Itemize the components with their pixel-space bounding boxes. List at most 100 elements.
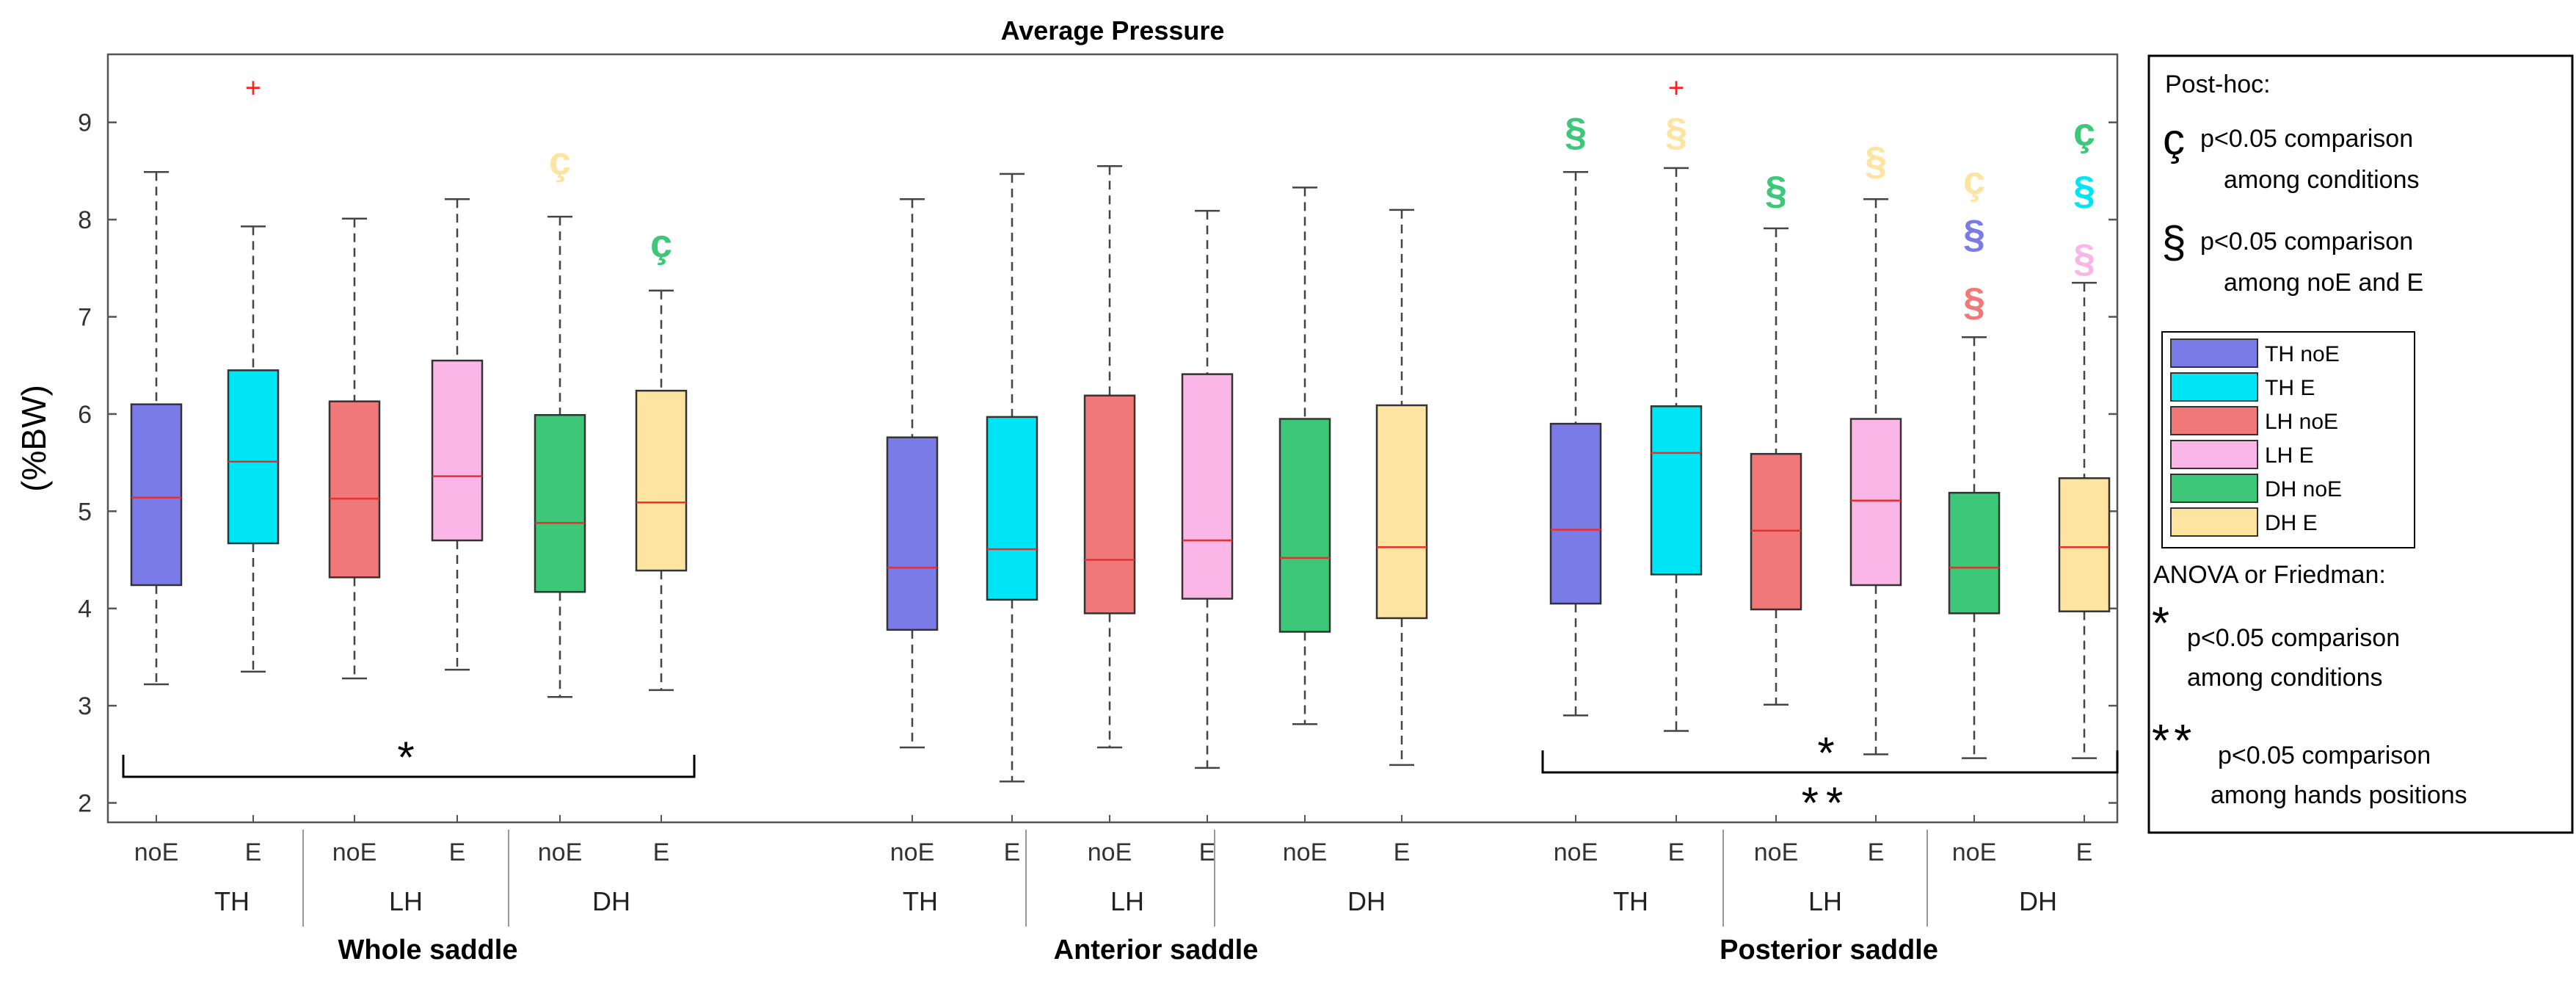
legend-symbol: ç: [2163, 115, 2185, 164]
box-th-noe: [886, 436, 939, 631]
hand-label: DH: [592, 886, 630, 916]
legend-star-text: p<0.05 comparison: [2187, 624, 2400, 652]
box-dh-e: [635, 389, 688, 572]
significance-mark: §: [1565, 110, 1587, 154]
hand-label: DH: [1347, 886, 1386, 916]
box-dh-noe: [1948, 491, 2001, 615]
hand-label: LH: [389, 886, 423, 916]
legend-series-label: DH E: [2265, 511, 2318, 535]
legend-symbol-text: p<0.05 comparison: [2200, 125, 2413, 153]
group-title: Posterior saddle: [1720, 935, 1938, 966]
legend-symbol: §: [2161, 217, 2186, 267]
legend-star-symbol: **: [2152, 716, 2196, 767]
box-th-e: [1650, 405, 1703, 576]
x-tick-label: noE: [890, 838, 935, 866]
legend-series-label: LH noE: [2265, 410, 2338, 434]
x-tick-label: E: [245, 838, 262, 866]
y-tick-label: 7: [78, 303, 92, 331]
hand-label: LH: [1110, 886, 1144, 916]
box-dh-noe: [534, 413, 586, 593]
y-axis-label: (%BW): [15, 385, 53, 492]
significance-mark: §: [1865, 140, 1887, 184]
box-lh-noe: [1083, 394, 1136, 615]
significance-double-star: **: [1802, 778, 1851, 827]
legend-star-symbol: *: [2152, 598, 2174, 649]
y-tick-label: 2: [78, 790, 92, 818]
box-lh-noe: [1750, 452, 1802, 611]
y-tick-label: 5: [78, 498, 92, 526]
significance-mark: §: [2073, 168, 2095, 212]
legend-star-text: p<0.05 comparison: [2218, 742, 2431, 769]
plot-frame: [106, 53, 2119, 824]
significance-star: *: [397, 733, 414, 782]
x-tick-label: noE: [538, 838, 583, 866]
y-tick-label: 8: [78, 206, 92, 234]
box-dh-e: [2058, 477, 2111, 612]
legend-swatch-dh-noe: [2170, 474, 2258, 503]
outlier-marker: +: [245, 73, 261, 104]
box-dh-e: [1375, 404, 1428, 620]
significance-mark: ç: [1963, 159, 1985, 203]
box-th-noe: [1549, 422, 1602, 605]
x-tick-label: noE: [1088, 838, 1132, 866]
x-tick-label: noE: [1283, 838, 1328, 866]
legend-star-text: among hands positions: [2211, 781, 2467, 809]
x-tick-label: E: [2076, 838, 2093, 866]
significance-bracket: [122, 755, 696, 778]
hand-label: DH: [2019, 886, 2057, 916]
significance-mark: §: [2073, 236, 2095, 280]
legend-series-label: LH E: [2265, 443, 2314, 468]
box-th-noe: [130, 403, 183, 587]
x-tick-label: E: [653, 838, 670, 866]
box-th-e: [227, 369, 280, 545]
legend-swatch-th-noe: [2170, 338, 2258, 368]
x-tick-label: noE: [332, 838, 377, 866]
legend-series-label: DH noE: [2265, 477, 2342, 501]
chart-title: Average Pressure: [1001, 15, 1225, 46]
significance-mark: ç: [549, 140, 571, 184]
x-tick-label: E: [1394, 838, 1411, 866]
legend-swatch-dh-e: [2170, 507, 2258, 537]
legend-symbol-text: among conditions: [2224, 166, 2420, 194]
legend-symbol-text: p<0.05 comparison: [2200, 228, 2413, 256]
significance-mark: §: [1765, 168, 1787, 212]
x-tick-label: E: [1004, 838, 1021, 866]
significance-mark: §: [1963, 280, 1985, 325]
hand-label: TH: [1613, 886, 1648, 916]
legend-star-text: among conditions: [2187, 664, 2383, 692]
box-dh-noe: [1278, 418, 1331, 633]
box-lh-noe: [328, 400, 381, 579]
x-tick-label: noE: [1952, 838, 1997, 866]
box-th-e: [986, 416, 1038, 601]
x-tick-label: noE: [1554, 838, 1598, 866]
legend-posthoc-title: Post-hoc:: [2165, 70, 2271, 98]
legend-swatch-th-e: [2170, 372, 2258, 402]
significance-mark: ç: [650, 222, 672, 266]
legend-swatch-lh-e: [2170, 440, 2258, 469]
significance-mark: §: [1963, 212, 1985, 256]
y-tick-label: 9: [78, 109, 92, 137]
legend-swatch-lh-noe: [2170, 406, 2258, 435]
x-tick-label: E: [1199, 838, 1216, 866]
x-tick-label: noE: [1754, 838, 1799, 866]
hand-label: TH: [214, 886, 250, 916]
x-tick-label: E: [449, 838, 466, 866]
significance-mark: §: [1665, 110, 1687, 154]
box-lh-e: [1849, 418, 1902, 587]
y-tick-label: 6: [78, 401, 92, 429]
y-tick-label: 4: [78, 595, 92, 623]
x-tick-label: E: [1668, 838, 1685, 866]
legend-series-label: TH E: [2265, 376, 2315, 400]
legend-series-label: TH noE: [2265, 342, 2340, 366]
outlier-marker: +: [1668, 73, 1684, 104]
box-lh-e: [1181, 373, 1234, 600]
significance-star: *: [1817, 728, 1834, 778]
legend-symbol-text: among noE and E: [2224, 269, 2423, 297]
group-title: Anterior saddle: [1054, 935, 1259, 966]
box-lh-e: [431, 359, 484, 542]
hand-label: LH: [1808, 886, 1842, 916]
legend-anova-title: ANOVA or Friedman:: [2153, 561, 2386, 589]
y-tick-label: 3: [78, 692, 92, 720]
